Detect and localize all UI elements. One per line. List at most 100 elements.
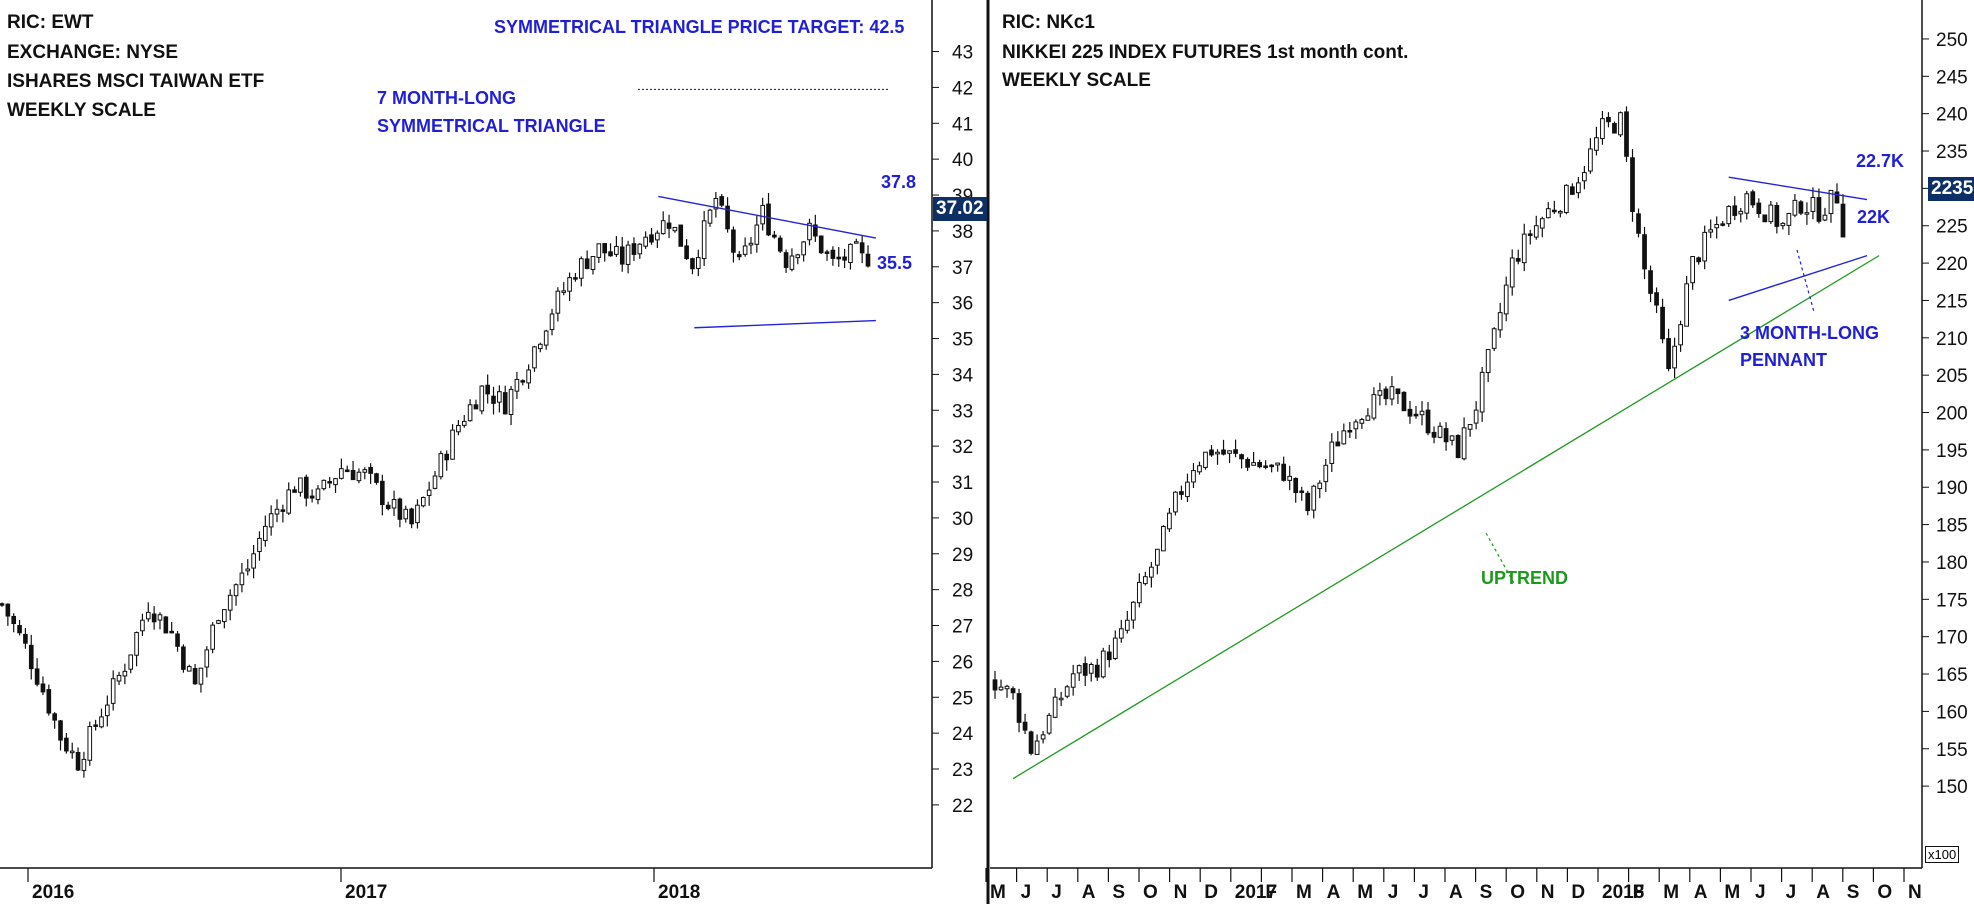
right-candle-body <box>1600 118 1605 140</box>
right-x-tick-label: J <box>1755 882 1766 903</box>
left-candle-body <box>637 243 643 255</box>
left-candle-body <box>660 220 666 235</box>
left-candle-body <box>526 369 531 384</box>
right-info-ric: RIC: NKc1 <box>1002 12 1095 33</box>
left-candle-body <box>766 203 771 236</box>
right-candle-body <box>1732 205 1738 216</box>
right-candle-body <box>1365 415 1371 421</box>
left-candle-body <box>444 453 450 461</box>
pennant-label-line1: 3 MONTH-LONG <box>1740 323 1879 343</box>
left-candle-body <box>286 489 292 514</box>
left-candle-body <box>116 674 122 682</box>
right-x-tick-label: J <box>1051 882 1062 903</box>
left-candle-body <box>573 277 578 280</box>
right-candle-body <box>1094 664 1100 678</box>
left-candle-body <box>251 553 256 569</box>
scale-multiplier-note: x100 <box>1925 846 1960 863</box>
left-candle-body <box>807 222 812 241</box>
left-y-tick-label: 31 <box>952 473 973 494</box>
right-candle-body <box>1768 204 1774 223</box>
right-candle-body <box>1239 454 1244 460</box>
right-candle-body <box>1678 324 1683 346</box>
left-candle-body <box>333 478 338 486</box>
right-x-tick-label: M <box>1357 882 1373 903</box>
triangle-label-line1: 7 MONTH-LONG <box>377 88 516 108</box>
left-candle-body <box>415 504 420 524</box>
left-candle-body <box>198 667 204 685</box>
left-candle-body <box>707 209 713 224</box>
right-candle-body <box>1353 421 1359 430</box>
triangle-upper-line <box>658 195 876 239</box>
right-y-tick-label: 165 <box>1936 665 1968 686</box>
left-candle-body <box>239 572 245 586</box>
left-y-tick-label: 37 <box>952 258 973 279</box>
right-candle-body <box>1221 449 1226 455</box>
left-candle-body <box>760 204 765 225</box>
left-candle-body <box>175 633 180 647</box>
right-candle-body <box>1828 189 1834 215</box>
right-candle-body <box>1774 205 1780 227</box>
left-candle-body <box>40 683 46 693</box>
left-candle-body <box>578 258 584 279</box>
triangle-label-line2: SYMMETRICAL TRIANGLE <box>377 116 606 136</box>
right-info-name: NIKKEI 225 INDEX FUTURES 1st month cont. <box>1002 42 1409 63</box>
right-candle-body <box>1780 222 1786 227</box>
right-candle-body <box>1118 628 1124 639</box>
right-candle-body <box>1612 123 1617 134</box>
left-x-tick-label: 2017 <box>345 882 387 903</box>
left-candle-body <box>5 603 11 617</box>
right-y-tick-label: 175 <box>1936 590 1968 611</box>
left-candle-body <box>380 480 385 506</box>
left-info-scale: WEEKLY SCALE <box>7 100 156 121</box>
right-candle-body <box>1624 111 1629 157</box>
left-candle-body <box>561 290 567 293</box>
left-candle-body <box>46 689 52 714</box>
right-candle-body <box>1263 465 1269 468</box>
left-candle-body <box>777 237 783 252</box>
right-candle-body <box>1437 425 1443 438</box>
right-y-tick-label: 160 <box>1936 702 1968 723</box>
right-candle-body <box>1227 450 1232 454</box>
right-candle-body <box>1203 451 1208 468</box>
right-candle-body <box>1149 566 1154 578</box>
right-x-tick-label: J <box>1786 882 1797 903</box>
left-candle-body <box>105 704 110 717</box>
left-candle-body <box>461 420 467 426</box>
left-y-tick-label: 41 <box>952 114 973 135</box>
pennant-pointer <box>1796 249 1815 313</box>
left-candle-body <box>420 496 426 507</box>
left-candle-body <box>713 197 719 210</box>
left-candle-body <box>17 625 22 634</box>
right-candle-body <box>1726 205 1732 225</box>
left-candle-body <box>695 257 701 269</box>
triangle-lower-line <box>694 319 876 329</box>
right-y-tick-label: 205 <box>1936 366 1968 387</box>
right-candle-body <box>1269 464 1275 468</box>
left-x-tick-label: 2018 <box>658 882 700 903</box>
right-x-tick-label: F <box>1633 882 1645 903</box>
right-candle-body <box>1762 214 1768 223</box>
right-candle-body <box>1563 184 1569 214</box>
left-candle-body <box>344 469 350 473</box>
left-candle-body <box>303 476 309 499</box>
right-candle-body <box>1112 637 1118 659</box>
right-candle-body <box>1666 338 1671 370</box>
right-x-tick-label: A <box>1816 882 1830 903</box>
right-candle-body <box>1810 196 1816 212</box>
right-y-tick-label: 150 <box>1936 777 1968 798</box>
right-candle-body <box>1786 212 1792 226</box>
left-candle-body <box>590 256 596 271</box>
left-candle-body <box>736 254 742 258</box>
right-candle-body <box>992 679 998 691</box>
right-candle-body <box>1233 449 1238 454</box>
right-candle-body <box>1016 693 1022 723</box>
right-candle-body <box>1377 390 1383 396</box>
right-candle-body <box>1425 409 1431 434</box>
left-candle-body <box>538 343 543 350</box>
left-candle-body <box>625 244 631 265</box>
right-x-tick-label: M <box>1724 882 1740 903</box>
triangle-lower-level: 35.5 <box>877 253 913 273</box>
right-candle-body <box>1792 199 1798 216</box>
right-candle-body <box>1533 225 1539 238</box>
right-candle-body <box>1606 116 1611 123</box>
